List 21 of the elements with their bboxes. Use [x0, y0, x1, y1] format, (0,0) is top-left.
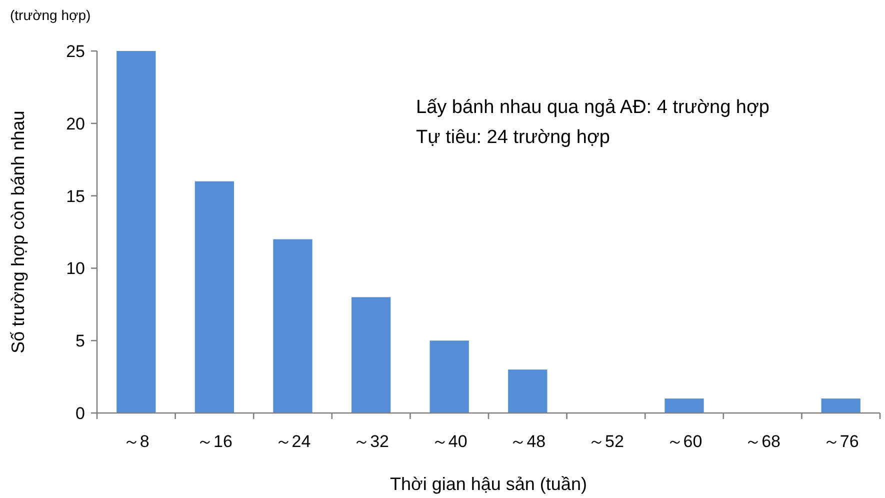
x-tick-label: ～8	[122, 432, 150, 451]
annotation: Tự tiêu: 24 trường hợp	[416, 127, 610, 148]
x-tick-label: ～68	[744, 432, 781, 451]
x-tick-label: ～76	[822, 432, 859, 451]
y-tick-label: 10	[66, 259, 85, 278]
x-tick-label: ～40	[431, 432, 468, 451]
x-tick-label: ～16	[196, 432, 232, 451]
x-tick-label: ～60	[666, 432, 702, 451]
x-tick-label: ～52	[588, 432, 624, 451]
x-tick-label: ～24	[274, 432, 311, 451]
y-tick-label: 15	[66, 186, 85, 206]
annotation: Lấy bánh nhau qua ngả AĐ: 4 trường hợp	[416, 97, 770, 118]
x-tick-label: ～32	[353, 432, 390, 451]
text: (trường hợp)	[10, 7, 91, 23]
y-tick-label: 25	[66, 42, 85, 61]
y-tick-label: 5	[76, 332, 85, 351]
x-tick-label: ～48	[510, 432, 546, 451]
x-axis-title: Thời gian hậu sản (tuần)	[390, 474, 587, 494]
y-axis-title: Số trường hợp còn bánh nhau	[8, 110, 28, 354]
y-tick-label: 20	[66, 114, 85, 134]
y-tick-label: 0	[76, 404, 85, 423]
